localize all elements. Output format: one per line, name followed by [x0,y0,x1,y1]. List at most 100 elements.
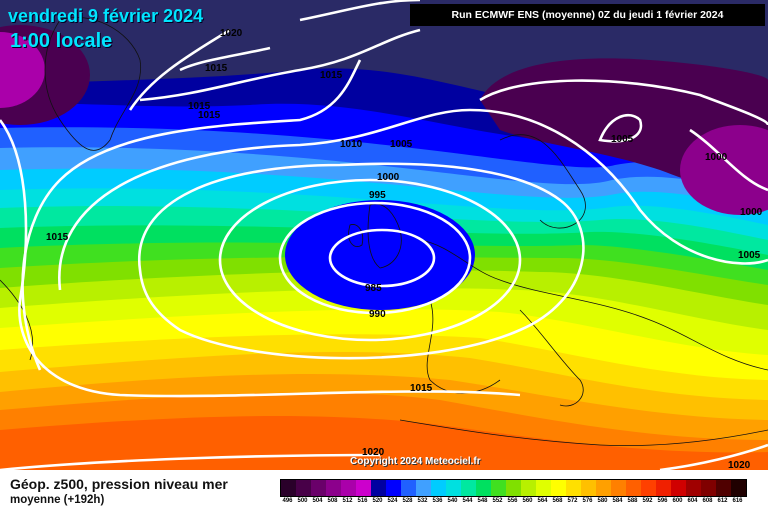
trough-west-core [0,32,45,108]
legend-label: 528 [402,498,413,504]
legend-swatch [536,480,551,496]
legend-swatch [626,480,641,496]
legend-label: 552 [492,498,503,504]
isobar-label: 1010 [340,139,363,150]
legend-swatch [716,480,731,496]
legend-swatch [701,480,716,496]
copyright-text: Copyright 2024 Meteociel.fr [350,456,481,467]
legend-label: 512 [342,498,353,504]
legend-swatch [566,480,581,496]
legend-subtitle: moyenne (+192h) [10,494,105,506]
legend-label: 604 [687,498,698,504]
isobar-1000-east [689,128,768,192]
isobar-label: 1005 [390,139,413,150]
legend-label: 544 [462,498,473,504]
low-core-blue [285,200,475,310]
isobar-label: 985 [365,283,382,294]
isobar-label: 1020 [362,447,385,458]
legend-label: 532 [417,498,428,504]
legend-swatch [686,480,701,496]
legend-swatch [461,480,476,496]
legend-label: 520 [372,498,383,504]
legend-label: 560 [522,498,533,504]
isobar-label: 1000 [705,152,728,163]
legend-label: 592 [642,498,653,504]
legend-swatch [671,480,686,496]
pressure-geopotential-map: 1020 1015 1015 1015 1015 1015 1010 1005 … [0,0,768,470]
isobar-985 [328,228,436,288]
legend-label: 536 [432,498,443,504]
isobar-1005-east [598,114,643,143]
coastlines [0,17,768,447]
legend-label: 516 [357,498,368,504]
legend-label: 608 [702,498,713,504]
legend-label: 496 [282,498,293,504]
isobar-1015-north [139,28,421,102]
legend-swatch [401,480,416,496]
isobar-995 [218,178,522,342]
legend-label: 556 [507,498,518,504]
legend-swatch [641,480,656,496]
legend-swatch [521,480,536,496]
color-scale-labels: 496 500 504 508 512 516 520 524 528 532 536 540 544 5… [280,498,760,508]
legend-swatch [281,480,296,496]
legend-label: 500 [297,498,308,504]
legend-title: Géop. z500, pression niveau mer [10,476,228,492]
isobar-label: 1015 [198,110,221,121]
isobar-1020-south [0,453,381,470]
legend-label: 504 [312,498,323,504]
isobar-1000 [137,162,585,360]
legend-label: 524 [387,498,398,504]
forecast-date: vendredi 9 février 2024 [8,6,204,26]
legend-swatch [371,480,386,496]
isobar-north [299,0,421,22]
legend-label: 548 [477,498,488,504]
isobar-label: 1005 [738,250,761,261]
isobar-label: 1000 [377,172,400,183]
isobar-label: 1015 [205,63,228,74]
legend-label: 540 [447,498,458,504]
legend-swatch [341,480,356,496]
isobar-1020-nw [128,28,231,111]
legend-swatch [446,480,461,496]
isobar-label: 1015 [320,70,343,81]
color-scale [280,479,747,497]
isobar-label: 995 [369,190,386,201]
legend-swatch [611,480,626,496]
trough-east-core [680,125,768,215]
legend-label: 600 [672,498,683,504]
legend-swatch [311,480,326,496]
isobar-1015-west [0,119,521,398]
legend-label: 576 [582,498,593,504]
legend-swatch [491,480,506,496]
legend-label: 588 [627,498,638,504]
legend-swatch [596,480,611,496]
legend-label: 596 [657,498,668,504]
isobar-label: 1000 [740,207,763,218]
legend-label: 508 [327,498,338,504]
forecast-time: 1:00 locale [10,30,113,52]
isobar-label: 1020 [728,460,751,470]
isobar-1020-se [659,443,768,470]
isobar-1005-ne [479,79,768,126]
isobar-label: 1005 [611,134,634,145]
legend-swatch [326,480,341,496]
isobar-1005 [58,108,768,291]
legend-label: 580 [597,498,608,504]
isobar-label: 1015 [46,232,69,243]
legend-panel: Géop. z500, pression niveau mer moyenne … [0,470,768,512]
legend-label: 612 [717,498,728,504]
legend-swatch [296,480,311,496]
legend-label: 568 [552,498,563,504]
isobar-1015-inner [179,46,271,72]
legend-swatch [656,480,671,496]
legend-swatch [506,480,521,496]
model-run-info: Run ECMWF ENS (moyenne) 0Z du jeudi 1 fé… [410,4,765,26]
isobar-label: 1015 [410,383,433,394]
legend-swatch [476,480,491,496]
legend-label: 616 [732,498,743,504]
legend-label: 572 [567,498,578,504]
isobars [0,0,768,470]
isobar-label: 990 [369,309,386,320]
